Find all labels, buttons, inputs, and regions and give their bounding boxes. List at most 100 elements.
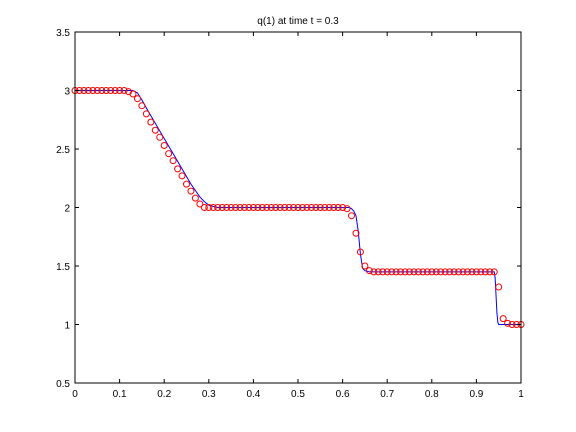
data-point-marker: [334, 204, 342, 211]
data-point-marker: [236, 204, 244, 211]
data-point-marker: [504, 319, 512, 327]
data-point-marker: [209, 204, 217, 211]
data-point-marker: [392, 268, 400, 276]
data-point-marker: [160, 141, 168, 149]
data-point-marker: [325, 204, 333, 211]
data-point-marker: [423, 268, 431, 276]
data-point-marker: [356, 248, 364, 256]
data-point-marker: [254, 204, 262, 211]
data-point-marker: [281, 204, 289, 211]
y-tick-label: 1.5: [56, 262, 70, 273]
data-point-marker: [191, 194, 199, 202]
data-point-marker: [352, 229, 360, 237]
data-point-marker: [472, 268, 480, 276]
data-point-marker: [383, 268, 391, 276]
data-point-marker: [133, 95, 141, 103]
data-point-marker: [303, 204, 311, 211]
data-point-marker: [183, 180, 190, 188]
data-point-marker: [495, 283, 503, 291]
data-point-marker: [129, 90, 137, 98]
data-point-marker: [379, 268, 387, 276]
data-point-marker: [446, 268, 454, 276]
data-point-marker: [174, 165, 182, 173]
x-tick-label: 0.4: [246, 389, 260, 400]
data-point-marker: [84, 87, 92, 94]
data-point-marker: [406, 268, 413, 276]
data-point-marker: [272, 204, 280, 211]
data-point-marker: [441, 268, 449, 276]
x-tick-label: 1: [518, 389, 524, 400]
data-point-marker: [428, 268, 436, 276]
y-tick-label: 3.5: [56, 28, 70, 39]
data-point-marker: [490, 268, 498, 276]
data-point-marker: [401, 268, 409, 276]
data-point-marker: [138, 102, 146, 110]
y-tick-label: 3: [64, 87, 70, 98]
x-tick-label: 0.7: [380, 389, 394, 400]
x-tick-label: 0: [72, 389, 78, 400]
y-tick-label: 2.5: [56, 145, 70, 156]
data-point-marker: [410, 268, 418, 276]
data-point-marker: [245, 204, 253, 211]
data-point-marker: [285, 204, 293, 211]
x-tick-label: 0.1: [113, 389, 127, 400]
data-point-marker: [276, 204, 284, 211]
chart-title: q(1) at time t = 0.3: [257, 16, 339, 27]
x-tick-label: 0.5: [291, 389, 305, 400]
data-point-marker: [147, 118, 155, 126]
data-point-marker: [477, 268, 485, 276]
data-point-marker: [116, 87, 124, 94]
data-point-marker: [419, 268, 427, 276]
data-point-marker: [481, 268, 489, 276]
data-point-marker: [486, 268, 494, 276]
data-point-marker: [307, 204, 315, 211]
data-point-marker: [316, 204, 324, 211]
data-point-marker: [107, 87, 115, 94]
data-point-marker: [200, 204, 208, 211]
data-point-marker: [508, 321, 516, 328]
x-tick-label: 0.9: [469, 389, 483, 400]
data-point-marker: [343, 205, 351, 213]
y-tick-label: 1: [64, 321, 70, 332]
data-point-marker: [348, 212, 356, 220]
data-point-marker: [339, 204, 347, 211]
data-point-marker: [450, 268, 458, 276]
data-point-marker: [232, 204, 240, 211]
data-point-marker: [205, 204, 213, 211]
data-point-marker: [240, 204, 248, 211]
data-point-marker: [102, 87, 110, 94]
x-tick-label: 0.3: [202, 389, 216, 400]
data-point-marker: [93, 87, 101, 94]
data-point-marker: [374, 268, 382, 276]
data-point-marker: [330, 204, 338, 211]
axes: 0 0.1 0.2 0.3 0.4 0.5 0.6 0.7 0.8 0.9 1 0.5 1 1.5 2 2.5…: [56, 28, 524, 400]
x-tick-label: 0.6: [336, 389, 350, 400]
data-point-marker: [151, 126, 159, 134]
x-tick-label: 0.8: [425, 389, 439, 400]
data-point-marker: [267, 204, 275, 211]
data-point-marker: [437, 268, 445, 276]
data-point-marker: [455, 268, 463, 276]
data-point-marker: [463, 268, 471, 276]
plot-area: [71, 87, 525, 328]
data-point-marker: [365, 267, 373, 275]
data-point-marker: [397, 268, 405, 276]
data-point-marker: [111, 87, 119, 94]
data-point-marker: [499, 315, 507, 323]
data-point-marker: [312, 204, 320, 211]
data-point-marker: [80, 87, 88, 94]
data-point-marker: [178, 172, 186, 180]
data-point-marker: [142, 110, 150, 118]
data-point-marker: [223, 204, 231, 211]
data-point-marker: [290, 204, 298, 211]
data-point-marker: [120, 87, 128, 94]
series-line-solution: [75, 90, 521, 325]
data-point-marker: [218, 204, 226, 211]
data-point-marker: [169, 157, 177, 165]
data-point-marker: [263, 204, 271, 211]
data-point-marker: [298, 204, 306, 211]
data-point-marker: [294, 204, 302, 211]
data-point-marker: [388, 268, 396, 276]
data-point-marker: [370, 268, 378, 276]
